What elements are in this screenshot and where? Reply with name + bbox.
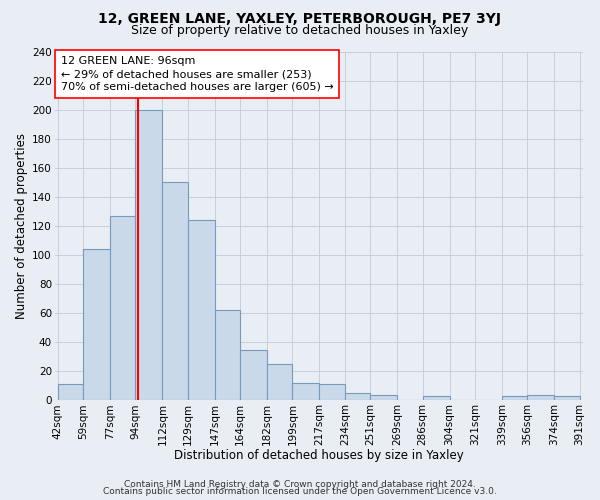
Bar xyxy=(136,110,163,401)
Bar xyxy=(319,384,345,400)
Bar xyxy=(370,394,397,400)
Bar xyxy=(188,220,215,400)
Bar xyxy=(83,249,110,400)
Bar xyxy=(554,396,580,400)
Bar xyxy=(267,364,292,401)
Bar xyxy=(345,393,370,400)
Y-axis label: Number of detached properties: Number of detached properties xyxy=(15,133,28,319)
Text: 12, GREEN LANE, YAXLEY, PETERBOROUGH, PE7 3YJ: 12, GREEN LANE, YAXLEY, PETERBOROUGH, PE… xyxy=(98,12,502,26)
X-axis label: Distribution of detached houses by size in Yaxley: Distribution of detached houses by size … xyxy=(174,450,464,462)
Text: Contains public sector information licensed under the Open Government Licence v3: Contains public sector information licen… xyxy=(103,487,497,496)
Bar xyxy=(240,350,267,401)
Text: Size of property relative to detached houses in Yaxley: Size of property relative to detached ho… xyxy=(131,24,469,37)
Bar xyxy=(215,310,240,400)
Bar xyxy=(163,182,188,400)
Bar xyxy=(422,396,449,400)
Bar xyxy=(110,216,136,400)
Bar xyxy=(527,394,554,400)
Bar xyxy=(502,396,527,400)
Bar xyxy=(58,384,83,400)
Bar xyxy=(292,383,319,400)
Text: Contains HM Land Registry data © Crown copyright and database right 2024.: Contains HM Land Registry data © Crown c… xyxy=(124,480,476,489)
Text: 12 GREEN LANE: 96sqm
← 29% of detached houses are smaller (253)
70% of semi-deta: 12 GREEN LANE: 96sqm ← 29% of detached h… xyxy=(61,56,334,92)
